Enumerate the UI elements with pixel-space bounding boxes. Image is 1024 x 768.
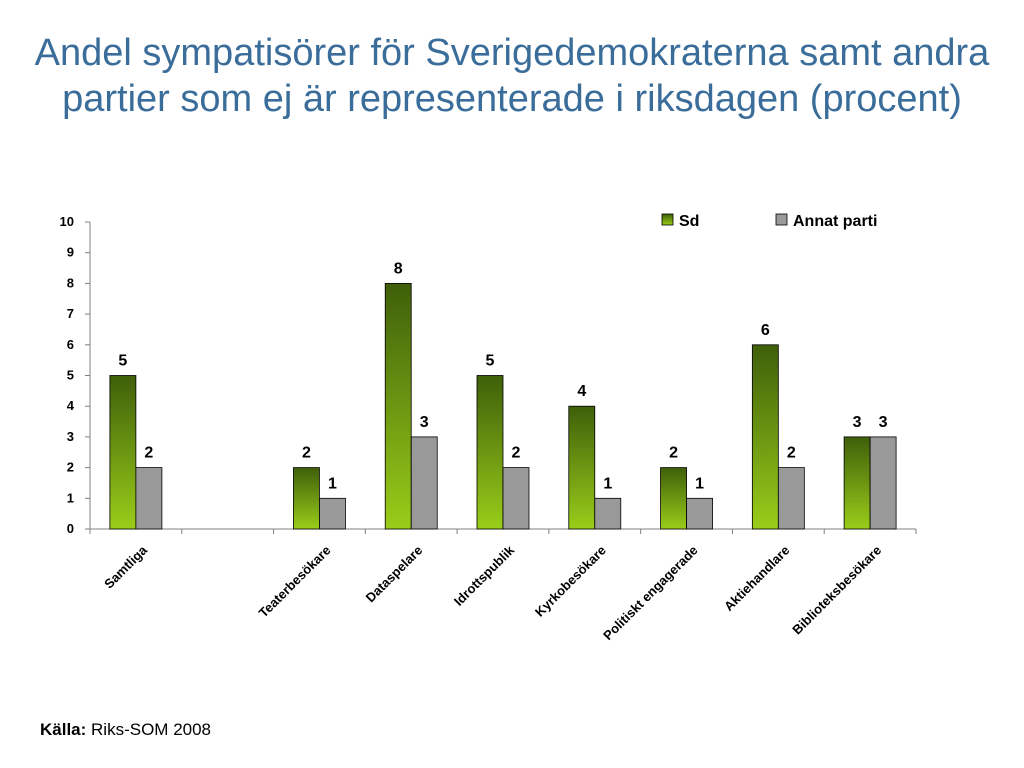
bar-sd	[384, 282, 412, 530]
y-tick-label: 1	[67, 490, 74, 505]
bar-sd	[568, 405, 596, 530]
data-label: 1	[695, 475, 704, 492]
data-label: 2	[302, 445, 311, 462]
y-tick-label: 3	[67, 429, 74, 444]
y-tick-label: 4	[67, 398, 75, 413]
data-label: 5	[118, 353, 127, 370]
bar-annat-parti	[869, 436, 897, 530]
source-note: Källa: Riks-SOM 2008	[40, 720, 211, 740]
x-tick-label: Politiskt engagerade	[600, 543, 701, 644]
data-label: 2	[669, 445, 678, 462]
bar-annat-parti	[502, 467, 530, 530]
slide-title: Andel sympatisörer för Sverigedemokrater…	[34, 32, 990, 120]
x-tick-label: Idrottspublik	[451, 542, 518, 609]
y-tick-label: 9	[67, 245, 74, 260]
data-label: 5	[486, 353, 495, 370]
bar-sd	[751, 344, 779, 530]
y-tick-label: 8	[67, 275, 74, 290]
x-tick-label: Samtliga	[101, 542, 150, 591]
bar-annat-parti	[594, 497, 622, 530]
y-tick-label: 7	[67, 306, 74, 321]
data-label: 4	[577, 383, 586, 400]
legend-label-annat-parti: Annat parti	[793, 213, 877, 230]
bar-annat-parti	[777, 467, 805, 530]
bar-annat-parti	[410, 436, 438, 530]
chart-legend: Sd Annat parti	[661, 213, 877, 230]
y-tick-label: 6	[67, 337, 74, 352]
x-tick-label: Biblioteksbesökare	[789, 543, 884, 638]
bar-annat-parti	[319, 497, 346, 530]
y-tick-label: 0	[67, 521, 74, 536]
bar-sd	[660, 467, 687, 530]
data-label: 2	[512, 445, 521, 462]
legend-swatch-sd	[661, 213, 674, 226]
legend-swatch-annat-parti	[775, 213, 788, 226]
data-label: 3	[420, 414, 429, 431]
bar-sd	[109, 375, 137, 530]
data-label: 8	[394, 260, 403, 277]
source-text: Riks-SOM 2008	[91, 720, 212, 739]
bar-annat-parti	[686, 497, 713, 530]
bar-sd	[476, 375, 504, 530]
legend-label-sd: Sd	[679, 213, 699, 230]
data-label: 1	[328, 475, 337, 492]
x-tick-label: Teaterbesökare	[256, 543, 334, 621]
x-tick-label: Kyrkobesökare	[532, 543, 609, 620]
data-label: 2	[144, 445, 153, 462]
y-tick-label: 2	[67, 460, 74, 475]
data-label: 3	[853, 414, 862, 431]
data-label: 6	[761, 322, 770, 339]
bar-sd	[843, 436, 871, 530]
x-tick-label: Aktiehandlare	[721, 543, 792, 614]
data-label: 1	[603, 475, 612, 492]
y-tick-label: 10	[60, 214, 74, 229]
chart-bars	[109, 282, 897, 530]
y-tick-label: 5	[67, 368, 74, 383]
bar-annat-parti	[135, 467, 163, 530]
x-tick-label: Dataspelare	[363, 543, 426, 606]
bar-sd	[293, 467, 320, 530]
source-label: Källa:	[40, 720, 87, 739]
data-label: 2	[787, 445, 796, 462]
data-label: 3	[879, 414, 888, 431]
